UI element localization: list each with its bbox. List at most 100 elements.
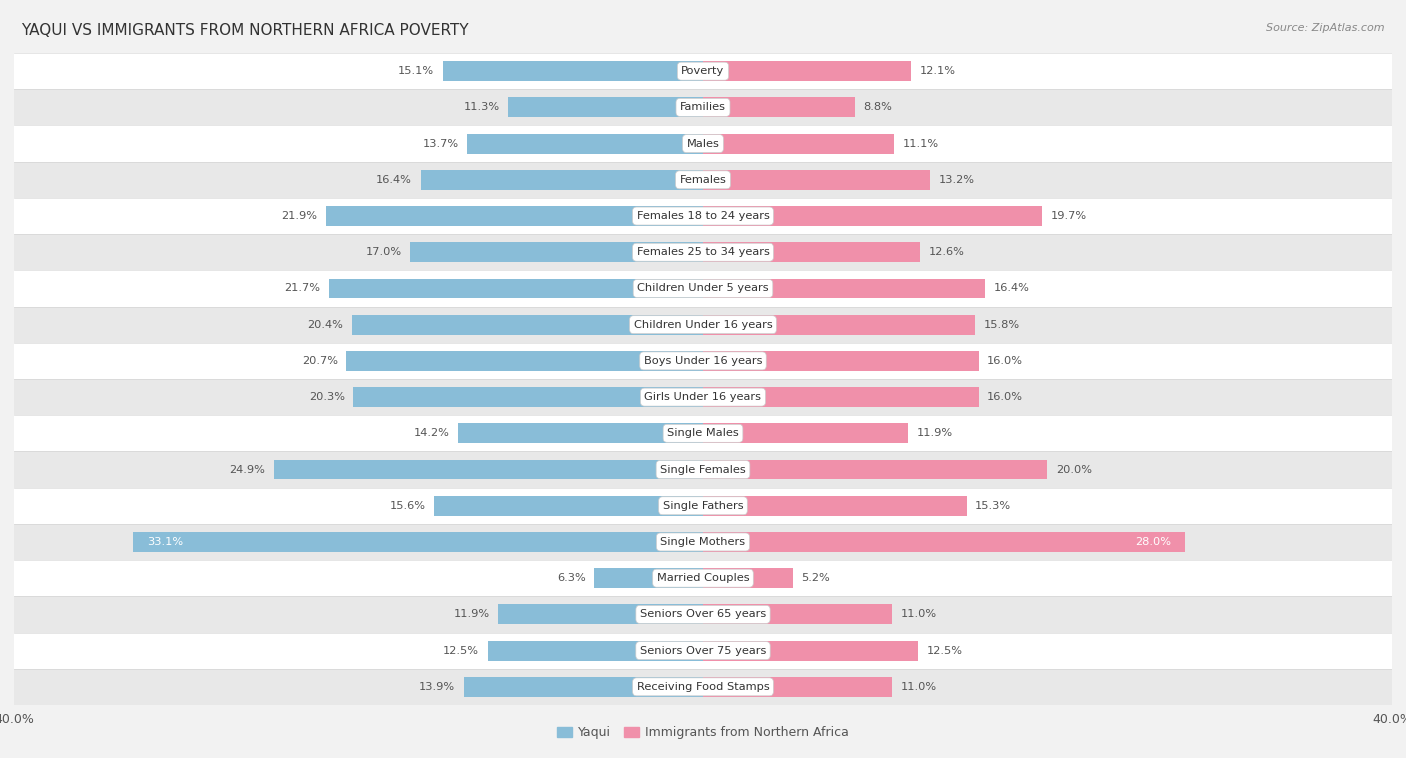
Text: Source: ZipAtlas.com: Source: ZipAtlas.com xyxy=(1267,23,1385,33)
Text: Single Mothers: Single Mothers xyxy=(661,537,745,547)
Text: 15.6%: 15.6% xyxy=(389,501,426,511)
Bar xyxy=(703,459,1047,480)
Bar xyxy=(14,161,1392,198)
Bar xyxy=(703,387,979,407)
Bar xyxy=(703,133,894,154)
Bar xyxy=(434,496,703,515)
Text: 6.3%: 6.3% xyxy=(557,573,586,583)
Text: Married Couples: Married Couples xyxy=(657,573,749,583)
Text: Families: Families xyxy=(681,102,725,112)
Text: Single Fathers: Single Fathers xyxy=(662,501,744,511)
Text: 16.0%: 16.0% xyxy=(987,356,1024,366)
Bar xyxy=(14,306,1392,343)
Text: Seniors Over 65 years: Seniors Over 65 years xyxy=(640,609,766,619)
Bar xyxy=(134,532,703,552)
Bar xyxy=(420,170,703,190)
Bar xyxy=(703,496,966,515)
Text: 16.4%: 16.4% xyxy=(994,283,1031,293)
Bar xyxy=(14,524,1392,560)
Text: 5.2%: 5.2% xyxy=(801,573,830,583)
Text: 15.1%: 15.1% xyxy=(398,66,434,76)
Text: 20.7%: 20.7% xyxy=(302,356,337,366)
Text: Boys Under 16 years: Boys Under 16 years xyxy=(644,356,762,366)
Bar xyxy=(14,234,1392,271)
Bar xyxy=(14,560,1392,597)
Bar xyxy=(329,278,703,299)
Text: 13.7%: 13.7% xyxy=(422,139,458,149)
Text: 11.0%: 11.0% xyxy=(901,609,938,619)
Text: 11.9%: 11.9% xyxy=(453,609,489,619)
Legend: Yaqui, Immigrants from Northern Africa: Yaqui, Immigrants from Northern Africa xyxy=(553,722,853,744)
Bar xyxy=(14,415,1392,452)
Bar xyxy=(703,243,920,262)
Text: 11.0%: 11.0% xyxy=(901,682,938,692)
Text: 33.1%: 33.1% xyxy=(146,537,183,547)
Text: 11.9%: 11.9% xyxy=(917,428,953,438)
Text: 12.1%: 12.1% xyxy=(920,66,956,76)
Bar xyxy=(14,379,1392,415)
Text: 28.0%: 28.0% xyxy=(1136,537,1171,547)
Bar xyxy=(14,271,1392,306)
Text: Children Under 16 years: Children Under 16 years xyxy=(634,320,772,330)
Bar xyxy=(14,53,1392,89)
Text: Single Females: Single Females xyxy=(661,465,745,475)
Text: 21.7%: 21.7% xyxy=(284,283,321,293)
Text: 12.6%: 12.6% xyxy=(928,247,965,257)
Bar xyxy=(703,568,793,588)
Bar xyxy=(14,487,1392,524)
Bar xyxy=(703,98,855,117)
Bar xyxy=(14,89,1392,126)
Bar xyxy=(703,532,1185,552)
Bar xyxy=(458,424,703,443)
Bar xyxy=(274,459,703,480)
Bar xyxy=(464,677,703,697)
Text: 20.0%: 20.0% xyxy=(1056,465,1092,475)
Bar xyxy=(703,424,908,443)
Bar xyxy=(509,98,703,117)
Bar xyxy=(703,206,1042,226)
Text: Females: Females xyxy=(679,175,727,185)
Text: 12.5%: 12.5% xyxy=(927,646,963,656)
Text: Males: Males xyxy=(686,139,720,149)
Text: YAQUI VS IMMIGRANTS FROM NORTHERN AFRICA POVERTY: YAQUI VS IMMIGRANTS FROM NORTHERN AFRICA… xyxy=(21,23,468,38)
Text: Females 25 to 34 years: Females 25 to 34 years xyxy=(637,247,769,257)
Bar xyxy=(498,604,703,625)
Bar xyxy=(14,632,1392,669)
Text: 24.9%: 24.9% xyxy=(229,465,266,475)
Bar xyxy=(411,243,703,262)
Bar xyxy=(14,343,1392,379)
Text: 14.2%: 14.2% xyxy=(413,428,450,438)
Bar xyxy=(703,641,918,660)
Text: 12.5%: 12.5% xyxy=(443,646,479,656)
Text: 16.0%: 16.0% xyxy=(987,392,1024,402)
Text: 15.3%: 15.3% xyxy=(976,501,1011,511)
Bar xyxy=(14,597,1392,632)
Bar xyxy=(703,278,986,299)
Text: 8.8%: 8.8% xyxy=(863,102,891,112)
Bar xyxy=(595,568,703,588)
Text: 20.3%: 20.3% xyxy=(309,392,344,402)
Bar xyxy=(346,351,703,371)
Bar xyxy=(703,604,893,625)
Text: 19.7%: 19.7% xyxy=(1050,211,1087,221)
Text: Children Under 5 years: Children Under 5 years xyxy=(637,283,769,293)
Bar xyxy=(703,61,911,81)
Text: 11.3%: 11.3% xyxy=(464,102,499,112)
Bar xyxy=(352,315,703,334)
Bar xyxy=(14,198,1392,234)
Bar xyxy=(443,61,703,81)
Text: 11.1%: 11.1% xyxy=(903,139,939,149)
Text: Receiving Food Stamps: Receiving Food Stamps xyxy=(637,682,769,692)
Text: Single Males: Single Males xyxy=(666,428,740,438)
Text: 15.8%: 15.8% xyxy=(984,320,1019,330)
Bar xyxy=(14,452,1392,487)
Text: 13.9%: 13.9% xyxy=(419,682,456,692)
Text: Poverty: Poverty xyxy=(682,66,724,76)
Bar xyxy=(353,387,703,407)
Text: 20.4%: 20.4% xyxy=(307,320,343,330)
Bar xyxy=(488,641,703,660)
Bar xyxy=(14,126,1392,161)
Text: 17.0%: 17.0% xyxy=(366,247,402,257)
Text: 13.2%: 13.2% xyxy=(939,175,974,185)
Text: 21.9%: 21.9% xyxy=(281,211,318,221)
